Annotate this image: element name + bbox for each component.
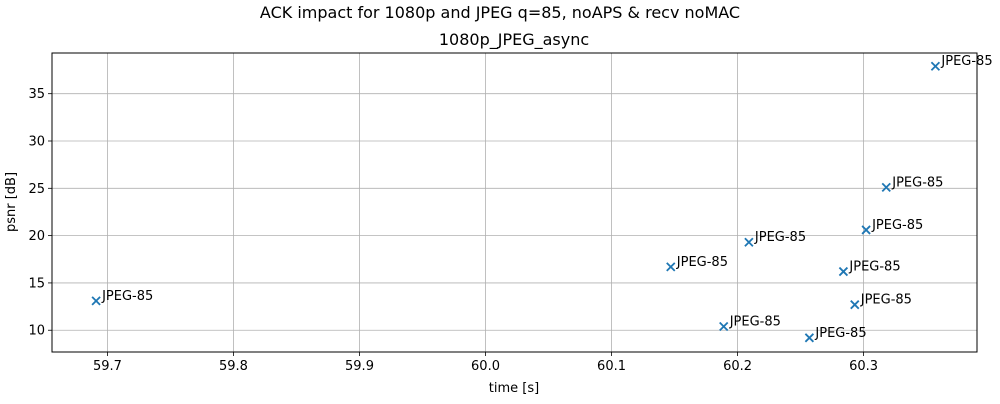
data-label: JPEG-85 (860, 293, 912, 308)
data-label: JPEG-85 (814, 326, 866, 341)
data-point (930, 61, 941, 71)
y-tick-label: 20 (28, 229, 45, 244)
y-tick-label: 15 (28, 276, 45, 291)
data-points (91, 61, 941, 343)
x-tick-label: 60.1 (597, 359, 626, 374)
data-label: JPEG-85 (871, 218, 923, 233)
data-label: JPEG-85 (848, 260, 900, 275)
data-label: JPEG-85 (729, 314, 781, 329)
data-point (719, 321, 729, 332)
plot-frame (51, 52, 978, 353)
data-point (91, 296, 101, 306)
x-tick-label: 60.0 (471, 359, 500, 374)
y-axis-ticks: 10 15 20 25 30 35 (28, 87, 52, 339)
data-point (804, 333, 815, 343)
data-label: JPEG-85 (676, 255, 728, 270)
grid-lines (52, 53, 977, 352)
chart-suptitle: ACK impact for 1080p and JPEG q=85, noAP… (260, 3, 740, 22)
data-point (838, 266, 849, 277)
y-tick-label: 25 (28, 182, 45, 197)
x-tick-label: 59.7 (93, 359, 122, 374)
y-axis-label: psnr [dB] (4, 172, 19, 232)
data-label: JPEG-85 (101, 289, 153, 304)
data-point (861, 225, 871, 235)
data-label: JPEG-85 (891, 175, 943, 190)
data-label: JPEG-85 (940, 54, 992, 69)
y-tick-label: 10 (28, 324, 45, 339)
x-axis-ticks: 59.7 59.8 59.9 60.0 60.1 60.2 60.3 (93, 352, 878, 374)
data-point (850, 300, 860, 310)
y-tick-label: 35 (28, 87, 45, 102)
x-tick-label: 59.8 (219, 359, 248, 374)
y-tick-label: 30 (28, 134, 45, 149)
x-tick-label: 60.2 (723, 359, 752, 374)
data-point (881, 182, 891, 192)
x-tick-label: 59.9 (345, 359, 374, 374)
data-labels: JPEG-85 JPEG-85 JPEG-85 JPEG-85 JPEG-85 JPEG-… (101, 54, 993, 341)
data-label: JPEG-85 (754, 230, 806, 245)
data-point (744, 237, 754, 247)
data-point (666, 262, 676, 272)
x-tick-label: 60.3 (849, 359, 878, 374)
chart-title: 1080p_JPEG_async (439, 30, 589, 50)
x-axis-label: time [s] (489, 381, 539, 396)
